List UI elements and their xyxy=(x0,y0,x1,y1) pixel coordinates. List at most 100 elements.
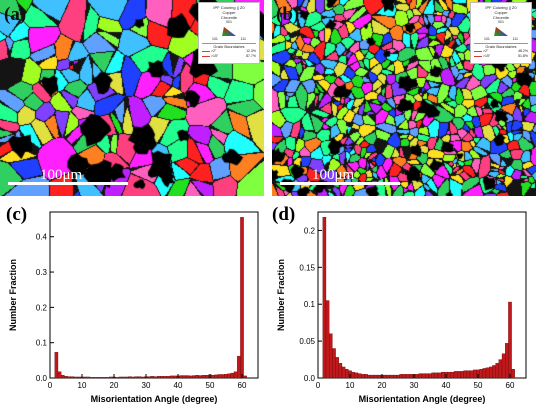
histogram-bar xyxy=(214,374,219,379)
panel-label-b: (b) xyxy=(276,4,300,25)
gb-low-label: >2° xyxy=(210,49,217,53)
histogram-bar xyxy=(227,373,231,379)
histogram-bar xyxy=(415,374,419,379)
histogram-bar xyxy=(147,376,151,379)
histogram-bar xyxy=(77,376,81,379)
gb-high-value: 51.8% xyxy=(518,54,528,58)
histogram-bar xyxy=(345,368,349,379)
histogram-bar xyxy=(240,217,244,379)
histogram-bar xyxy=(150,376,155,379)
histogram-bar xyxy=(157,376,161,379)
x-tick-label: 50 xyxy=(206,381,215,390)
y-tick-label: 0.1 xyxy=(304,300,316,309)
y-tick-label: 0.15 xyxy=(299,263,315,272)
x-tick-label: 60 xyxy=(506,381,515,390)
histogram-bar xyxy=(237,355,241,379)
histogram-bar xyxy=(64,376,68,379)
histogram-bar xyxy=(466,370,471,379)
histogram-bar xyxy=(457,371,461,379)
plot-frame xyxy=(317,211,527,379)
histogram-bar xyxy=(402,374,407,379)
histogram-bar xyxy=(505,343,509,379)
panel-label-c: (c) xyxy=(6,204,28,225)
histogram-bar xyxy=(482,368,487,379)
histogram-bar xyxy=(160,376,164,379)
plot-frame xyxy=(49,211,259,379)
histogram-bar xyxy=(370,374,375,379)
histogram-bar xyxy=(173,375,177,379)
x-tick-label: 0 xyxy=(48,381,53,390)
y-tick-label: 0.3 xyxy=(36,268,48,277)
histogram-bar xyxy=(153,376,158,379)
histogram-bar xyxy=(57,371,62,379)
grain-boundaries-title: Grain Boundaries xyxy=(202,43,256,49)
gb-high-label: >15° xyxy=(482,54,491,58)
histogram-bar xyxy=(128,376,132,379)
histogram-bar xyxy=(428,373,432,379)
histogram-bar xyxy=(192,375,196,379)
histogram-bar xyxy=(125,376,129,379)
ipf-legend: IPF Coloring || Z0 Copper Chromite 001 1… xyxy=(470,2,532,64)
legend-corner-top: 001 xyxy=(498,20,504,24)
ipf-map-a: IPF Coloring || Z0 Copper Chromite 001 1… xyxy=(0,0,264,196)
x-tick-label: 10 xyxy=(78,381,87,390)
histogram-panel-c: 0 10 20 30 40 50 60 0.0 0.1 0.2 0.3 0.4 Misorientati… xyxy=(0,200,268,417)
histogram-bar xyxy=(447,371,451,379)
grain-boundary-row-low: >2° 12.3% xyxy=(199,49,259,54)
histogram-bar xyxy=(498,359,503,379)
histogram-bar xyxy=(354,372,359,379)
histogram-bar xyxy=(473,369,477,379)
histogram-bar xyxy=(386,374,391,379)
histogram-bar xyxy=(335,357,339,379)
histogram-bar xyxy=(96,377,100,379)
gb-high-label: >15° xyxy=(210,54,219,58)
x-tick-label: 40 xyxy=(442,381,451,390)
ipf-color-triangle-icon xyxy=(494,27,508,36)
histogram-bar xyxy=(221,374,225,379)
ipf-legend: IPF Coloring || Z0 Copper Chromite 001 1… xyxy=(198,2,260,64)
histogram-bar xyxy=(341,366,346,379)
histogram-bar xyxy=(492,365,496,379)
histogram-bar xyxy=(141,376,145,379)
histogram-bar xyxy=(217,374,222,379)
scale-bar xyxy=(8,182,128,185)
histogram-panel-d: 0 10 20 30 40 50 60 0.0 0.05 0.1 0.15 0.2 Misorienta… xyxy=(268,200,536,417)
histogram-bar xyxy=(67,376,71,379)
x-tick-label: 40 xyxy=(174,381,183,390)
histogram-bar xyxy=(233,371,238,379)
y-axis-title: Number Fraction xyxy=(8,259,18,331)
misorientation-histogram-c: 0 10 20 30 40 50 60 0.0 0.1 0.2 0.3 0.4 Misorientati… xyxy=(8,211,259,404)
scale-bar-label: 100μm xyxy=(40,167,83,183)
legend-title-2: Copper xyxy=(494,10,508,15)
histogram-bar xyxy=(131,376,135,379)
histogram-bar xyxy=(485,367,490,379)
histogram-bar xyxy=(469,370,474,379)
y-tick-label: 0.0 xyxy=(304,374,316,383)
ipf-color-triangle-icon xyxy=(222,27,236,36)
histogram-bar xyxy=(338,363,343,379)
histogram-bar xyxy=(121,376,126,379)
histogram-bar xyxy=(93,377,97,379)
histogram-bar xyxy=(109,376,113,379)
legend-title-1: IPF Coloring || Z0 xyxy=(485,5,517,10)
histogram-bar xyxy=(460,371,464,379)
grain-boundaries-title: Grain Boundaries xyxy=(474,43,528,49)
x-tick-label: 20 xyxy=(378,381,387,390)
histogram-bar xyxy=(102,377,107,379)
scale-bar xyxy=(280,182,400,185)
legend-title-3: Chromite xyxy=(492,15,510,20)
histogram-bar xyxy=(182,375,187,379)
scale-bar-label: 100μm xyxy=(312,167,355,183)
histogram-bar xyxy=(377,374,381,379)
histogram-bar xyxy=(418,373,423,379)
histogram-bar xyxy=(396,374,400,379)
histogram-bar xyxy=(409,374,413,379)
histogram-bar xyxy=(501,353,506,379)
histogram-bar xyxy=(450,371,455,379)
grain-boundary-row-high: >15° 51.8% xyxy=(471,54,531,59)
histogram-bar xyxy=(189,375,193,379)
histogram-bar xyxy=(425,373,429,379)
histogram-bar xyxy=(441,371,445,379)
histogram-bar xyxy=(479,368,483,379)
x-tick-label: 30 xyxy=(410,381,419,390)
